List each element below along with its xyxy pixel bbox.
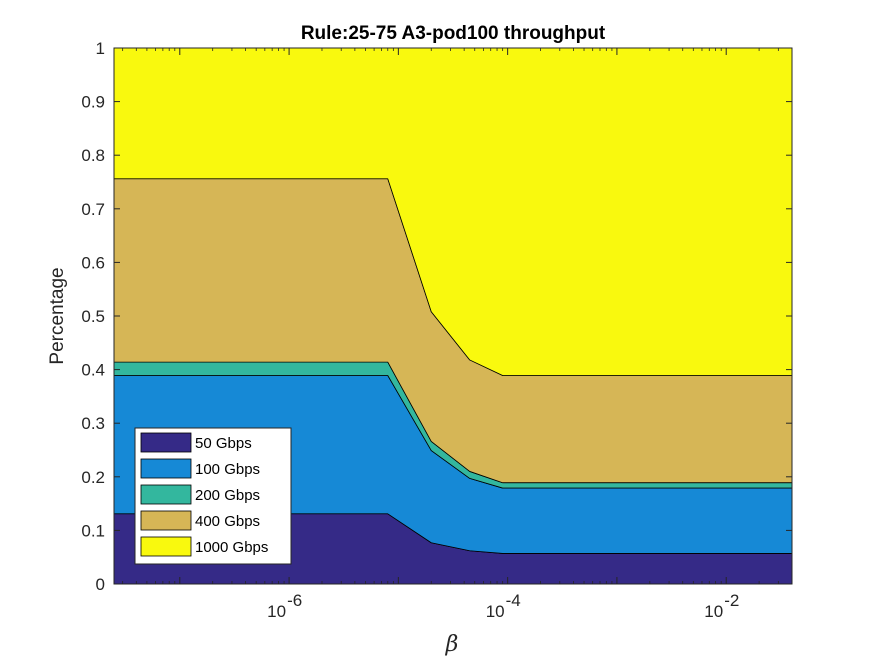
legend-label: 100 Gbps bbox=[195, 461, 260, 478]
x-tick-label: 10-2 bbox=[704, 591, 739, 621]
x-tick-exponent: -4 bbox=[506, 591, 521, 610]
y-tick-label: 0.8 bbox=[81, 146, 105, 165]
legend-label: 400 Gbps bbox=[195, 513, 260, 530]
y-tick-label: 1 bbox=[96, 39, 105, 58]
y-axis: 0 0.1 0.2 0.3 0.4 0.5 0.6 0.7 0.8 0.9 1 bbox=[81, 39, 792, 594]
y-tick-label: 0.9 bbox=[81, 93, 105, 112]
x-tick-exponent: -6 bbox=[287, 591, 302, 610]
x-tick-label: 10-4 bbox=[486, 591, 521, 621]
y-tick-label: 0.1 bbox=[81, 521, 105, 540]
y-tick-label: 0.2 bbox=[81, 468, 105, 487]
y-tick-label: 0 bbox=[96, 575, 105, 594]
legend-swatch bbox=[140, 432, 192, 453]
legend-label: 200 Gbps bbox=[195, 487, 260, 504]
legend-label: 50 Gbps bbox=[195, 435, 252, 452]
legend-entry: 400 Gbps bbox=[140, 510, 260, 531]
legend-entry: 1000 Gbps bbox=[140, 536, 268, 557]
y-tick-label: 0.7 bbox=[81, 200, 105, 219]
x-tick-exponent: -2 bbox=[724, 591, 739, 610]
legend: 50 Gbps 100 Gbps 200 Gbps 400 Gbps 1000 Gbps bbox=[134, 427, 292, 565]
legend-entry: 100 Gbps bbox=[140, 458, 260, 479]
legend-label: 1000 Gbps bbox=[195, 539, 268, 556]
legend-swatch bbox=[140, 536, 192, 557]
y-tick-label: 0.3 bbox=[81, 414, 105, 433]
legend-swatch bbox=[140, 510, 192, 531]
x-tick-base: 10 bbox=[486, 602, 505, 621]
y-tick-label: 0.4 bbox=[81, 361, 105, 380]
legend-entry: 200 Gbps bbox=[140, 484, 260, 505]
legend-swatch bbox=[140, 484, 192, 505]
y-axis-label: Percentage bbox=[47, 267, 68, 364]
legend-swatch bbox=[140, 458, 192, 479]
x-axis: 10-610-410-2 bbox=[122, 48, 793, 621]
x-axis-label: β bbox=[445, 632, 459, 656]
legend-entry: 50 Gbps bbox=[140, 432, 252, 453]
y-tick-label: 0.5 bbox=[81, 307, 105, 326]
chart-title: Rule:25-75 A3-pod100 throughput bbox=[301, 23, 606, 44]
x-tick-base: 10 bbox=[704, 602, 723, 621]
x-tick-base: 10 bbox=[267, 602, 286, 621]
x-tick-label: 10-6 bbox=[267, 591, 302, 621]
y-tick-label: 0.6 bbox=[81, 253, 105, 272]
